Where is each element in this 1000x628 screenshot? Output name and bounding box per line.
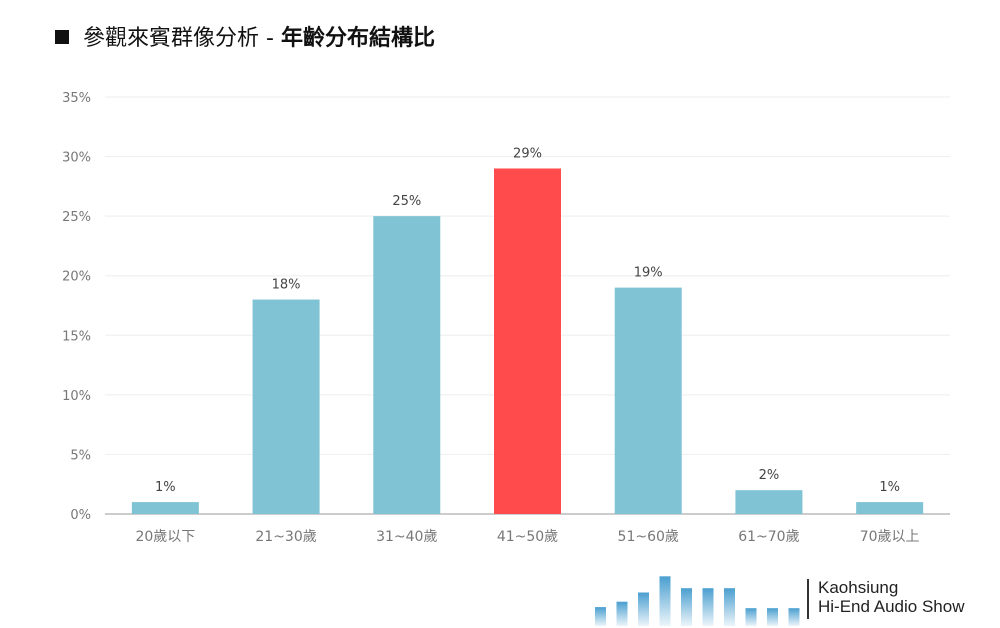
y-tick-label: 0% [70, 508, 91, 523]
logo-line2: Hi-End Audio Show [818, 597, 965, 616]
bar-7 [856, 502, 924, 514]
y-tick-label: 10% [62, 389, 91, 404]
y-tick-label: 20% [62, 270, 91, 285]
logo-line1: Kaohsiung [818, 578, 899, 597]
x-tick-label: 31~40歲 [376, 529, 437, 545]
bar-6 [735, 490, 803, 514]
x-tick-label: 41~50歲 [497, 529, 558, 545]
equalizer-bar [767, 608, 778, 626]
y-tick-label: 35% [62, 91, 91, 106]
y-tick-label: 25% [62, 210, 91, 225]
data-label: 19% [634, 266, 663, 281]
x-tick-label: 20歲以下 [135, 529, 195, 545]
logo-text: Kaohsiung Hi-End Audio Show [818, 578, 964, 616]
data-label: 1% [155, 480, 176, 495]
equalizer-bar [724, 588, 735, 626]
bar-2 [252, 299, 320, 514]
y-tick-label: 30% [62, 151, 91, 166]
data-label: 25% [392, 194, 421, 209]
x-tick-label: 61~70歲 [738, 529, 799, 545]
y-tick-label: 15% [62, 329, 91, 344]
x-tick-label: 70歲以上 [860, 529, 920, 545]
data-label: 2% [759, 468, 780, 483]
equalizer-bars-icon [595, 576, 800, 626]
equalizer-bar [638, 592, 649, 626]
y-tick-label: 5% [70, 448, 91, 463]
bar-5 [614, 287, 682, 514]
equalizer-bar [616, 601, 628, 626]
chart-title: 參觀來賓群像分析 - 年齡分布結構比 [55, 20, 435, 52]
x-tick-label: 51~60歲 [618, 529, 679, 545]
chart-title-bold: 年齡分布結構比 [280, 26, 435, 51]
bar-4 [494, 168, 561, 514]
bar-3 [373, 216, 441, 514]
title-square-icon [55, 30, 69, 44]
equalizer-bar [659, 576, 671, 626]
equalizer-bar [681, 588, 692, 626]
equalizer-bar [595, 607, 606, 626]
data-label: 18% [272, 278, 301, 293]
equalizer-bar [745, 608, 757, 626]
data-label: 29% [513, 146, 542, 161]
bar-1 [131, 502, 199, 514]
data-label: 1% [879, 480, 900, 495]
equalizer-bar [788, 608, 800, 626]
logo-divider [807, 579, 809, 619]
chart-title-prefix: 參觀來賓群像分析 - [83, 26, 281, 51]
equalizer-bar [702, 588, 714, 626]
x-tick-label: 21~30歲 [255, 529, 316, 545]
